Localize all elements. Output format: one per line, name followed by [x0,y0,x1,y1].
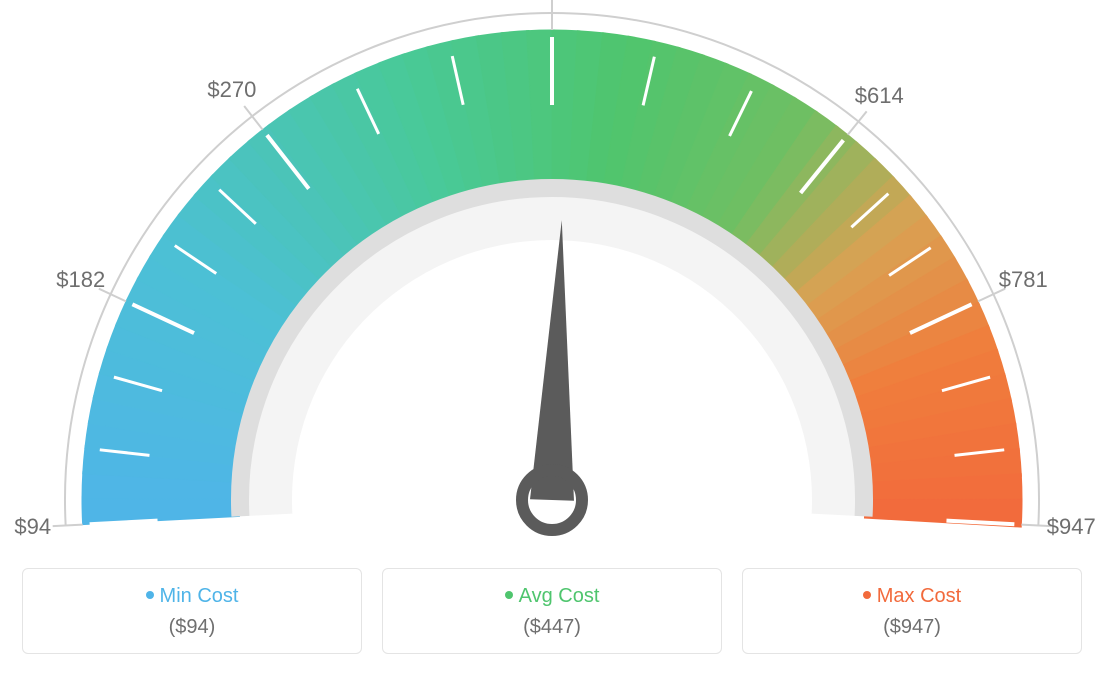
legend-value-min: ($94) [23,616,361,639]
legend-dot-max [863,591,871,599]
legend-label-min: Min Cost [160,585,239,607]
gauge-tick-label: $614 [855,83,904,108]
gauge-tick-label: $781 [999,267,1048,292]
legend-card-min: Min Cost ($94) [22,568,362,654]
gauge-chart: $94$182$270$447$614$781$947 [0,0,1104,560]
gauge-svg: $94$182$270$447$614$781$947 [0,0,1104,560]
legend-label-avg: Avg Cost [519,585,600,607]
legend-title-avg: Avg Cost [383,585,721,608]
gauge-tick-label: $947 [1047,514,1096,539]
legend-row: Min Cost ($94) Avg Cost ($447) Max Cost … [0,568,1104,654]
gauge-tick-label: $94 [14,514,51,539]
legend-card-avg: Avg Cost ($447) [382,568,722,654]
legend-dot-avg [505,591,513,599]
legend-value-avg: ($447) [383,616,721,639]
legend-title-max: Max Cost [743,585,1081,608]
gauge-tick-label: $182 [56,267,105,292]
gauge-tick-label: $270 [207,77,256,102]
legend-label-max: Max Cost [877,585,961,607]
legend-card-max: Max Cost ($947) [742,568,1082,654]
legend-title-min: Min Cost [23,585,361,608]
legend-dot-min [146,591,154,599]
legend-value-max: ($947) [743,616,1081,639]
